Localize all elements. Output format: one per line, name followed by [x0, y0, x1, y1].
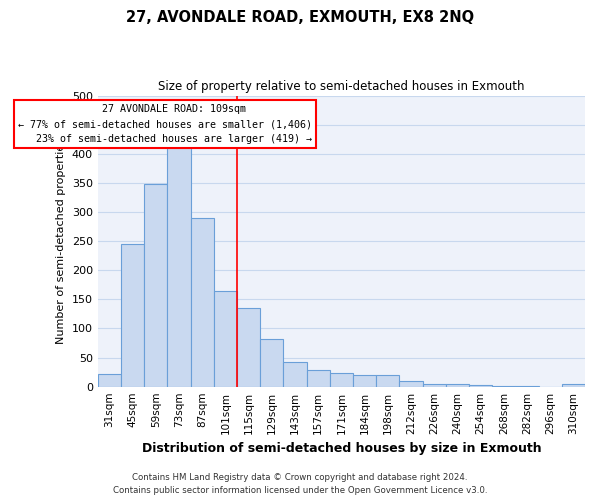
Bar [400, 382, 422, 386]
Bar [260, 339, 283, 386]
Bar [214, 290, 237, 386]
Bar [283, 362, 307, 386]
Title: Size of property relative to semi-detached houses in Exmouth: Size of property relative to semi-detach… [158, 80, 524, 93]
Bar [144, 184, 167, 386]
Text: 27 AVONDALE ROAD: 109sqm
← 77% of semi-detached houses are smaller (1,406)
   23: 27 AVONDALE ROAD: 109sqm ← 77% of semi-d… [18, 104, 312, 144]
Bar [469, 385, 492, 386]
Text: 27, AVONDALE ROAD, EXMOUTH, EX8 2NQ: 27, AVONDALE ROAD, EXMOUTH, EX8 2NQ [126, 10, 474, 25]
Bar [422, 384, 446, 386]
Bar [121, 244, 144, 386]
Bar [562, 384, 585, 386]
Bar [237, 308, 260, 386]
Bar [446, 384, 469, 386]
Bar [330, 372, 353, 386]
Bar [98, 374, 121, 386]
Bar [167, 144, 191, 386]
Bar [307, 370, 330, 386]
Y-axis label: Number of semi-detached properties: Number of semi-detached properties [56, 138, 66, 344]
Bar [191, 218, 214, 386]
Bar [353, 375, 376, 386]
Text: Contains HM Land Registry data © Crown copyright and database right 2024.
Contai: Contains HM Land Registry data © Crown c… [113, 474, 487, 495]
Bar [376, 375, 400, 386]
X-axis label: Distribution of semi-detached houses by size in Exmouth: Distribution of semi-detached houses by … [142, 442, 541, 455]
